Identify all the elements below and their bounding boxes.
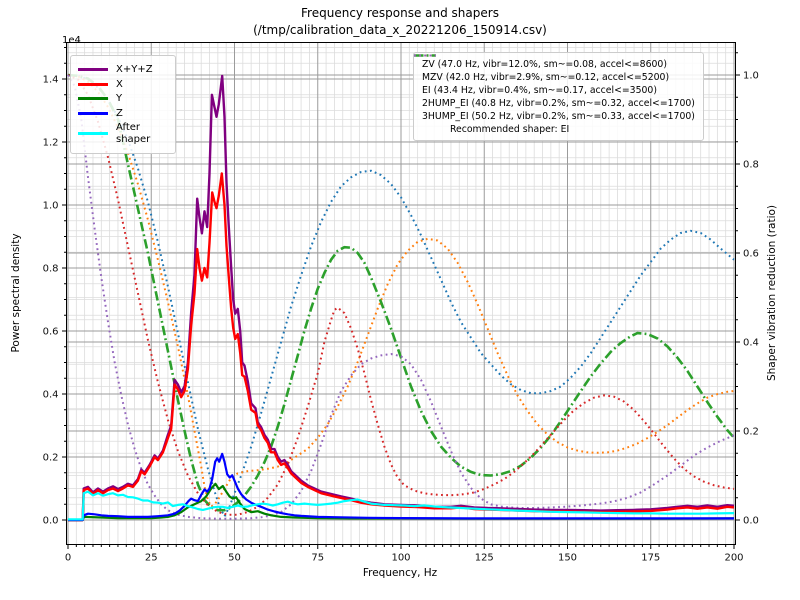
tick-labels: 0 25 50 75 100 125 150 175 200 0.0 0.2 0.4 0.6 0.8 1.0… xyxy=(43,71,759,564)
legend-item-label: X xyxy=(116,78,123,90)
curve-psd-z xyxy=(68,452,734,522)
psd-legend: X+Y+Z X Y Z After shaper xyxy=(70,55,176,154)
x-tick-label: 125 xyxy=(475,553,494,564)
curve-shaper-3hump-ei xyxy=(67,74,735,520)
x-tick-label: 175 xyxy=(641,553,660,564)
legend-item-zv: ZV (47.0 Hz, vibr=12.0%, sm~=0.08, accel… xyxy=(414,54,695,70)
y-left-tick-label: 0.6 xyxy=(43,327,59,338)
y-right-tick-label: 0.8 xyxy=(743,160,759,171)
curve-shaper-ei xyxy=(67,73,735,512)
y-right-tick-label: 0.2 xyxy=(743,427,759,438)
y-left-tick-label: 1.0 xyxy=(43,201,59,212)
x-tick-label: 150 xyxy=(558,553,577,564)
legend-line-sample xyxy=(78,68,108,72)
legend-item-ei: EI (43.4 Hz, vibr=0.4%, sm~=0.17, accel<… xyxy=(414,54,695,96)
x-tick-label: 50 xyxy=(228,553,241,564)
legend-item-label: After shaper xyxy=(116,122,151,145)
x-axis-label: Frequency, Hz xyxy=(362,567,438,579)
legend-line-sample xyxy=(78,82,108,86)
y-right-tick-label: 0.0 xyxy=(743,516,759,527)
y-left-tick-label: 1.4 xyxy=(43,75,59,86)
y-left-tick-label: 0.2 xyxy=(43,453,59,464)
y-right-tick-label: 0.4 xyxy=(743,338,759,349)
y-axis-offset-text: 1e4 xyxy=(62,35,81,46)
legend-item-label: EI (43.4 Hz, vibr=0.4%, sm~=0.17, accel<… xyxy=(422,85,657,96)
curve-shaper-mzv xyxy=(67,74,735,508)
legend-item-z: Z xyxy=(78,108,166,120)
x-tick-label: 100 xyxy=(391,553,410,564)
legend-line-sample xyxy=(78,132,108,135)
y-axis-label-right: Shaper vibration reduction (ratio) xyxy=(766,204,778,382)
recommended-shaper-note: Recommended shaper: EI xyxy=(450,124,570,135)
chart-title-line1: Frequency response and shapers xyxy=(301,6,499,20)
legend-item-label: 3HUMP_EI (50.2 Hz, vibr=0.2%, sm~=0.33, … xyxy=(422,111,695,122)
legend-item-label: Y xyxy=(116,93,123,104)
legend-item-label: ZV (47.0 Hz, vibr=12.0%, sm~=0.08, accel… xyxy=(422,59,667,70)
legend-item-mzv: MZV (42.0 Hz, vibr=2.9%, sm~=0.12, accel… xyxy=(414,54,695,83)
legend-item-after-shaper: After shaper xyxy=(78,122,166,145)
y-axis-label-left: Power spectral density xyxy=(10,233,22,353)
legend-item-2hump-ei: 2HUMP_EI (40.8 Hz, vibr=0.2%, sm~=0.32, … xyxy=(414,54,695,109)
shaper-legend: ZV (47.0 Hz, vibr=12.0%, sm~=0.08, accel… xyxy=(413,52,704,141)
y-right-tick-label: 1.0 xyxy=(743,71,759,82)
legend-line-sample xyxy=(414,54,436,57)
curve-psd-after-shaper xyxy=(68,490,735,521)
y-left-tick-label: 0.0 xyxy=(43,516,59,527)
legend-item-label: X+Y+Z xyxy=(116,64,153,75)
legend-item-label: Z xyxy=(116,107,123,119)
curves xyxy=(67,73,735,522)
y-left-tick-label: 0.8 xyxy=(43,264,59,275)
y-left-tick-label: 0.4 xyxy=(43,390,59,401)
legend-item-x-y-z: X+Y+Z xyxy=(78,64,166,76)
x-tick-label: 0 xyxy=(65,553,71,564)
x-tick-label: 75 xyxy=(311,553,324,564)
axis-ticks xyxy=(62,47,740,549)
curve-shaper-zv xyxy=(67,74,735,518)
x-tick-label: 25 xyxy=(145,553,158,564)
curve-shaper-2hump-ei xyxy=(67,74,735,516)
legend-item-3hump-ei: 3HUMP_EI (50.2 Hz, vibr=0.2%, sm~=0.33, … xyxy=(414,54,695,122)
legend-line-sample xyxy=(78,97,108,101)
legend-item-label: MZV (42.0 Hz, vibr=2.9%, sm~=0.12, accel… xyxy=(422,72,670,83)
x-tick-label: 200 xyxy=(724,553,743,564)
chart-title-line2: (/tmp/calibration_data_x_20221206_150914… xyxy=(253,22,547,37)
y-left-tick-label: 1.2 xyxy=(43,138,59,149)
legend-item-x: X xyxy=(78,79,166,91)
y-right-tick-label: 0.6 xyxy=(743,249,759,260)
chart-title: Frequency response and shapers (/tmp/cal… xyxy=(0,5,800,38)
legend-item-y: Y xyxy=(78,93,166,105)
legend-line-sample xyxy=(414,54,436,57)
legend-item-label: 2HUMP_EI (40.8 Hz, vibr=0.2%, sm~=0.32, … xyxy=(422,98,695,109)
legend-line-sample xyxy=(78,111,108,115)
